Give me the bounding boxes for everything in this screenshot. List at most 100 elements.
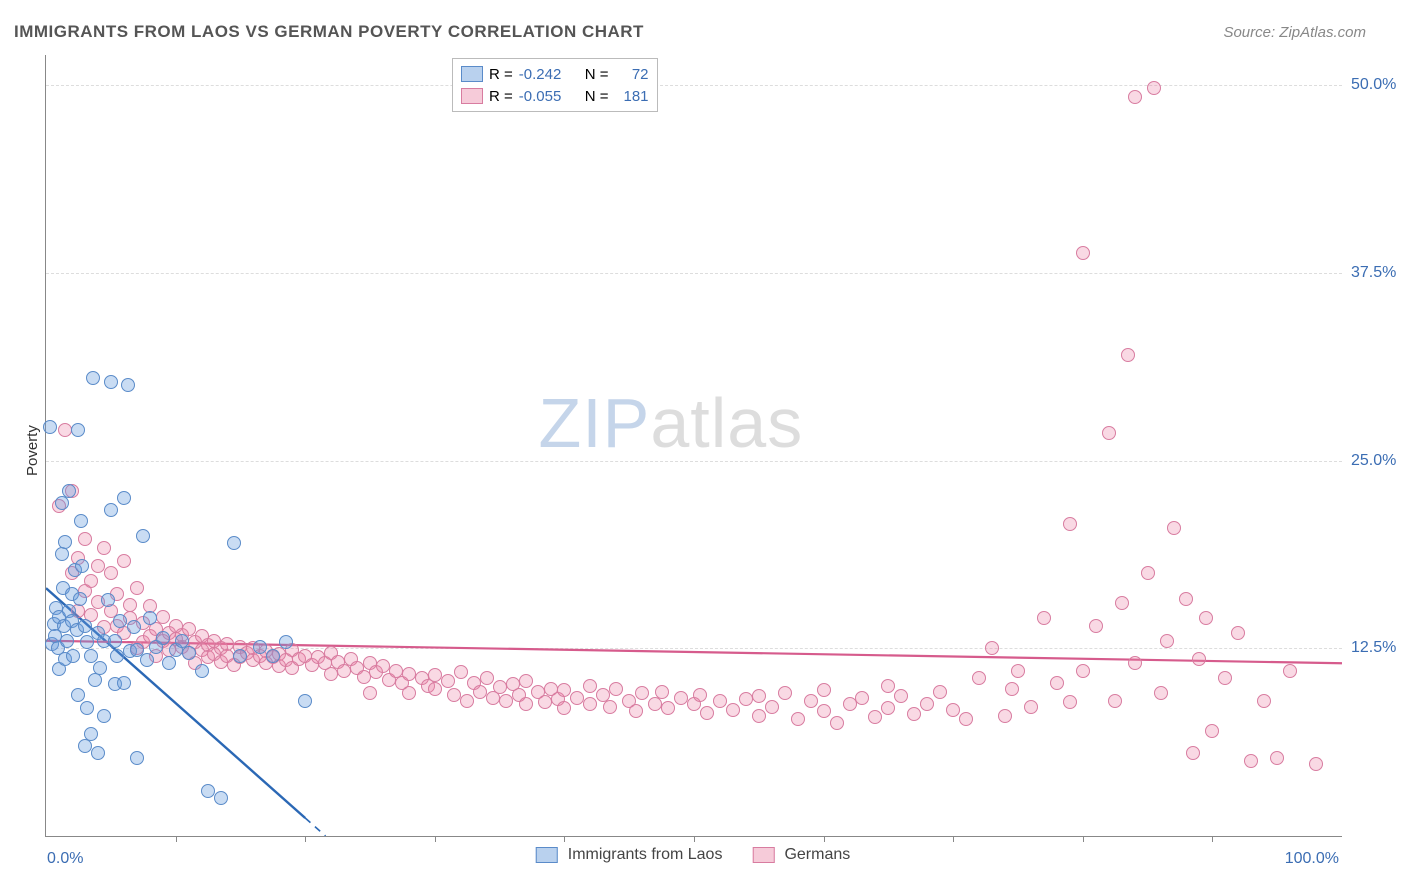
legend-series-label: Germans: [784, 846, 850, 864]
german-point: [933, 685, 947, 699]
legend-series-label: Immigrants from Laos: [568, 846, 723, 864]
laos-point: [80, 701, 94, 715]
r-label: R =: [489, 66, 513, 83]
german-point: [1128, 90, 1142, 104]
german-point: [985, 641, 999, 655]
german-point: [700, 706, 714, 720]
laos-point: [136, 529, 150, 543]
german-point: [557, 683, 571, 697]
german-point: [1108, 694, 1122, 708]
laos-point: [73, 592, 87, 606]
german-point: [402, 686, 416, 700]
german-point: [447, 688, 461, 702]
laos-point: [162, 656, 176, 670]
laos-point: [117, 676, 131, 690]
german-point: [1037, 611, 1051, 625]
legend-stat-row: R =-0.242N =72: [461, 63, 649, 85]
german-point: [1063, 517, 1077, 531]
x-tick-label: 100.0%: [1285, 850, 1339, 868]
laos-point: [71, 423, 85, 437]
laos-point: [121, 378, 135, 392]
laos-point: [143, 611, 157, 625]
german-point: [1115, 596, 1129, 610]
german-point: [123, 598, 137, 612]
x-tick: [694, 836, 695, 842]
german-point: [1167, 521, 1181, 535]
german-point: [519, 697, 533, 711]
laos-point: [201, 784, 215, 798]
laos-point: [93, 661, 107, 675]
german-point: [1218, 671, 1232, 685]
german-point: [357, 670, 371, 684]
y-tick-label: 37.5%: [1351, 264, 1396, 282]
n-label: N =: [585, 88, 609, 105]
german-point: [1141, 566, 1155, 580]
german-point: [493, 680, 507, 694]
german-point: [117, 554, 131, 568]
german-point: [324, 667, 338, 681]
laos-point: [84, 727, 98, 741]
german-point: [1076, 664, 1090, 678]
german-point: [1244, 754, 1258, 768]
german-point: [648, 697, 662, 711]
german-point: [1089, 619, 1103, 633]
german-point: [156, 610, 170, 624]
german-point: [1257, 694, 1271, 708]
gridline: [46, 461, 1342, 462]
german-point: [460, 694, 474, 708]
laos-point: [108, 634, 122, 648]
laos-point: [279, 635, 293, 649]
laos-point: [78, 619, 92, 633]
laos-point: [113, 614, 127, 628]
legend-swatch: [461, 66, 483, 82]
legend-swatch: [536, 847, 558, 863]
german-point: [78, 532, 92, 546]
legend-swatch: [752, 847, 774, 863]
german-point: [1024, 700, 1038, 714]
laos-point: [127, 620, 141, 634]
german-point: [1154, 686, 1168, 700]
laos-point: [58, 535, 72, 549]
german-point: [1121, 348, 1135, 362]
trend-line-dashed: [305, 818, 325, 836]
german-point: [693, 688, 707, 702]
german-point: [428, 682, 442, 696]
chart-title: IMMIGRANTS FROM LAOS VS GERMAN POVERTY C…: [14, 22, 644, 42]
german-point: [1011, 664, 1025, 678]
laos-point: [97, 709, 111, 723]
german-point: [428, 668, 442, 682]
german-point: [1199, 611, 1213, 625]
german-point: [1179, 592, 1193, 606]
german-point: [1050, 676, 1064, 690]
laos-point: [130, 751, 144, 765]
german-point: [1063, 695, 1077, 709]
laos-point: [55, 496, 69, 510]
x-tick: [305, 836, 306, 842]
y-axis-label: Poverty: [24, 425, 41, 476]
laos-point: [78, 739, 92, 753]
german-point: [713, 694, 727, 708]
german-point: [91, 559, 105, 573]
german-point: [661, 701, 675, 715]
trend-lines: [46, 55, 1342, 836]
german-point: [603, 700, 617, 714]
german-point: [972, 671, 986, 685]
laos-point: [55, 547, 69, 561]
laos-point: [104, 503, 118, 517]
german-point: [946, 703, 960, 717]
x-tick: [564, 836, 565, 842]
german-point: [817, 683, 831, 697]
series-legend: Immigrants from Laos Germans: [536, 846, 871, 864]
german-point: [752, 689, 766, 703]
laos-point: [266, 649, 280, 663]
german-point: [363, 686, 377, 700]
german-point: [1309, 757, 1323, 771]
german-point: [519, 674, 533, 688]
german-point: [830, 716, 844, 730]
german-point: [894, 689, 908, 703]
german-point: [1186, 746, 1200, 760]
german-point: [454, 665, 468, 679]
german-point: [1192, 652, 1206, 666]
german-point: [58, 423, 72, 437]
laos-point: [62, 484, 76, 498]
